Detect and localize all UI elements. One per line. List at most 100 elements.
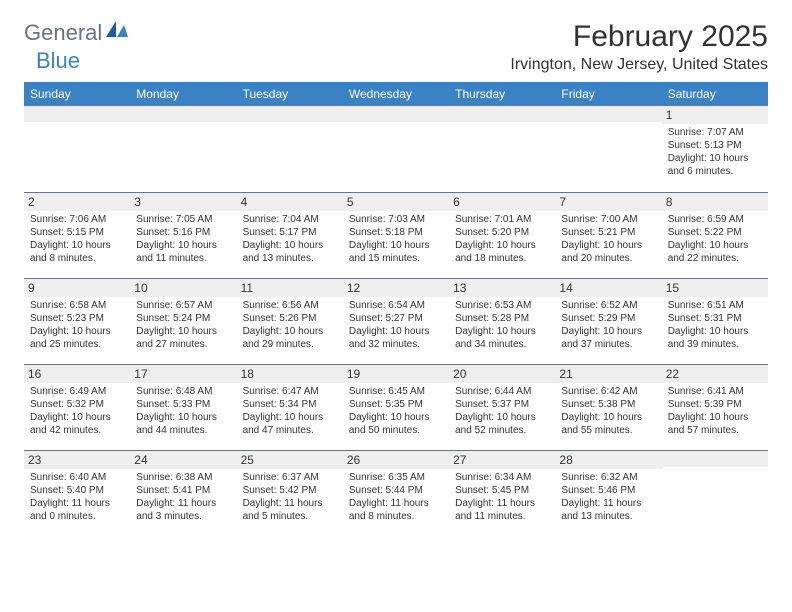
detail-line: Daylight: 10 hours bbox=[455, 411, 549, 424]
calendar-day-cell bbox=[555, 106, 661, 192]
detail-line: Daylight: 10 hours bbox=[455, 239, 549, 252]
day-details: Sunrise: 6:47 AMSunset: 5:34 PMDaylight:… bbox=[241, 385, 339, 437]
calendar-day-cell: 20Sunrise: 6:44 AMSunset: 5:37 PMDayligh… bbox=[449, 364, 555, 450]
day-details: Sunrise: 6:56 AMSunset: 5:26 PMDaylight:… bbox=[241, 299, 339, 351]
detail-line: Sunset: 5:31 PM bbox=[668, 312, 762, 325]
calendar-day-cell: 22Sunrise: 6:41 AMSunset: 5:39 PMDayligh… bbox=[662, 364, 768, 450]
detail-line: Sunrise: 7:07 AM bbox=[668, 126, 762, 139]
detail-line: Sunrise: 6:32 AM bbox=[561, 471, 655, 484]
detail-line: Sunset: 5:16 PM bbox=[136, 226, 230, 239]
weekday-header: Saturday bbox=[662, 82, 768, 106]
detail-line: Sunset: 5:32 PM bbox=[30, 398, 124, 411]
detail-line: Sunset: 5:41 PM bbox=[136, 484, 230, 497]
day-number bbox=[130, 106, 236, 122]
day-number bbox=[237, 106, 343, 122]
detail-line: Daylight: 11 hours bbox=[243, 497, 337, 510]
day-number: 24 bbox=[130, 451, 236, 469]
day-number: 6 bbox=[449, 193, 555, 211]
calendar-day-cell bbox=[343, 106, 449, 192]
detail-line: Daylight: 10 hours bbox=[561, 239, 655, 252]
day-details: Sunrise: 6:54 AMSunset: 5:27 PMDaylight:… bbox=[347, 299, 445, 351]
detail-line: Sunset: 5:29 PM bbox=[561, 312, 655, 325]
calendar-header-row: SundayMondayTuesdayWednesdayThursdayFrid… bbox=[24, 82, 768, 106]
calendar-day-cell: 4Sunrise: 7:04 AMSunset: 5:17 PMDaylight… bbox=[237, 192, 343, 278]
day-number bbox=[662, 451, 768, 467]
detail-line: Sunrise: 6:49 AM bbox=[30, 385, 124, 398]
detail-line: and 5 minutes. bbox=[243, 510, 337, 523]
weekday-header: Monday bbox=[130, 82, 236, 106]
detail-line: Sunrise: 6:37 AM bbox=[243, 471, 337, 484]
detail-line: Sunset: 5:40 PM bbox=[30, 484, 124, 497]
detail-line: Sunset: 5:28 PM bbox=[455, 312, 549, 325]
day-number: 28 bbox=[555, 451, 661, 469]
day-details: Sunrise: 6:57 AMSunset: 5:24 PMDaylight:… bbox=[134, 299, 232, 351]
day-number: 15 bbox=[662, 279, 768, 297]
calendar-day-cell: 25Sunrise: 6:37 AMSunset: 5:42 PMDayligh… bbox=[237, 450, 343, 536]
detail-line: and 15 minutes. bbox=[349, 252, 443, 265]
detail-line: Daylight: 10 hours bbox=[30, 325, 124, 338]
detail-line: Sunrise: 6:38 AM bbox=[136, 471, 230, 484]
detail-line: Daylight: 10 hours bbox=[668, 152, 762, 165]
calendar-day-cell: 14Sunrise: 6:52 AMSunset: 5:29 PMDayligh… bbox=[555, 278, 661, 364]
weekday-header: Tuesday bbox=[237, 82, 343, 106]
day-details: Sunrise: 6:51 AMSunset: 5:31 PMDaylight:… bbox=[666, 299, 764, 351]
day-details: Sunrise: 7:07 AMSunset: 5:13 PMDaylight:… bbox=[666, 126, 764, 178]
day-number: 2 bbox=[24, 193, 130, 211]
detail-line: Sunset: 5:17 PM bbox=[243, 226, 337, 239]
detail-line: and 25 minutes. bbox=[30, 338, 124, 351]
month-title: February 2025 bbox=[510, 20, 768, 54]
detail-line: Sunrise: 6:57 AM bbox=[136, 299, 230, 312]
calendar-day-cell: 8Sunrise: 6:59 AMSunset: 5:22 PMDaylight… bbox=[662, 192, 768, 278]
detail-line: Daylight: 11 hours bbox=[455, 497, 549, 510]
day-details: Sunrise: 6:45 AMSunset: 5:35 PMDaylight:… bbox=[347, 385, 445, 437]
calendar-day-cell: 24 Sunrise: 6:38 AMSunset: 5:41 PMDayligh… bbox=[130, 450, 236, 536]
detail-line: Sunrise: 7:00 AM bbox=[561, 213, 655, 226]
detail-line: and 55 minutes. bbox=[561, 424, 655, 437]
detail-line: Sunrise: 7:01 AM bbox=[455, 213, 549, 226]
calendar-day-cell bbox=[130, 106, 236, 192]
day-details: Sunrise: 6:53 AMSunset: 5:28 PMDaylight:… bbox=[453, 299, 551, 351]
day-details: Sunrise: 7:03 AMSunset: 5:18 PMDaylight:… bbox=[347, 213, 445, 265]
day-details: Sunrise: 6:42 AMSunset: 5:38 PMDaylight:… bbox=[559, 385, 657, 437]
detail-line: Sunrise: 6:41 AM bbox=[668, 385, 762, 398]
detail-line: and 42 minutes. bbox=[30, 424, 124, 437]
day-number: 18 bbox=[237, 365, 343, 383]
day-details: Sunrise: 6:41 AMSunset: 5:39 PMDaylight:… bbox=[666, 385, 764, 437]
detail-line: Sunset: 5:44 PM bbox=[349, 484, 443, 497]
detail-line: Daylight: 10 hours bbox=[136, 239, 230, 252]
detail-line: Daylight: 11 hours bbox=[136, 497, 230, 510]
detail-line: Sunrise: 6:53 AM bbox=[455, 299, 549, 312]
day-details: Sunrise: 7:00 AMSunset: 5:21 PMDaylight:… bbox=[559, 213, 657, 265]
day-number: 5 bbox=[343, 193, 449, 211]
detail-line: and 11 minutes. bbox=[455, 510, 549, 523]
detail-line: and 47 minutes. bbox=[243, 424, 337, 437]
detail-line: Sunset: 5:38 PM bbox=[561, 398, 655, 411]
location: Irvington, New Jersey, United States bbox=[510, 56, 768, 74]
calendar-day-cell: 10Sunrise: 6:57 AMSunset: 5:24 PMDayligh… bbox=[130, 278, 236, 364]
detail-line: Sunset: 5:35 PM bbox=[349, 398, 443, 411]
detail-line: Sunrise: 6:59 AM bbox=[668, 213, 762, 226]
detail-line: and 29 minutes. bbox=[243, 338, 337, 351]
detail-line: Daylight: 10 hours bbox=[561, 411, 655, 424]
detail-line: Sunrise: 6:42 AM bbox=[561, 385, 655, 398]
day-number: 7 bbox=[555, 193, 661, 211]
calendar-week-row: 9Sunrise: 6:58 AMSunset: 5:23 PMDaylight… bbox=[24, 278, 768, 364]
detail-line: Daylight: 10 hours bbox=[668, 411, 762, 424]
detail-line: Sunrise: 7:04 AM bbox=[243, 213, 337, 226]
detail-line: Daylight: 10 hours bbox=[668, 325, 762, 338]
calendar-body: 1Sunrise: 7:07 AMSunset: 5:13 PMDaylight… bbox=[24, 106, 768, 536]
calendar-day-cell: 6Sunrise: 7:01 AMSunset: 5:20 PMDaylight… bbox=[449, 192, 555, 278]
detail-line: and 20 minutes. bbox=[561, 252, 655, 265]
day-number bbox=[24, 106, 130, 122]
calendar-day-cell: 19Sunrise: 6:45 AMSunset: 5:35 PMDayligh… bbox=[343, 364, 449, 450]
detail-line: Sunrise: 6:54 AM bbox=[349, 299, 443, 312]
detail-line: and 6 minutes. bbox=[668, 165, 762, 178]
detail-line: and 13 minutes. bbox=[243, 252, 337, 265]
day-details: Sunrise: 7:05 AMSunset: 5:16 PMDaylight:… bbox=[134, 213, 232, 265]
detail-line: Sunrise: 6:56 AM bbox=[243, 299, 337, 312]
detail-line: Daylight: 11 hours bbox=[561, 497, 655, 510]
day-details: Sunrise: 6:40 AMSunset: 5:40 PMDaylight:… bbox=[28, 471, 126, 523]
day-number: 8 bbox=[662, 193, 768, 211]
detail-line: Sunset: 5:34 PM bbox=[243, 398, 337, 411]
day-number bbox=[449, 106, 555, 122]
